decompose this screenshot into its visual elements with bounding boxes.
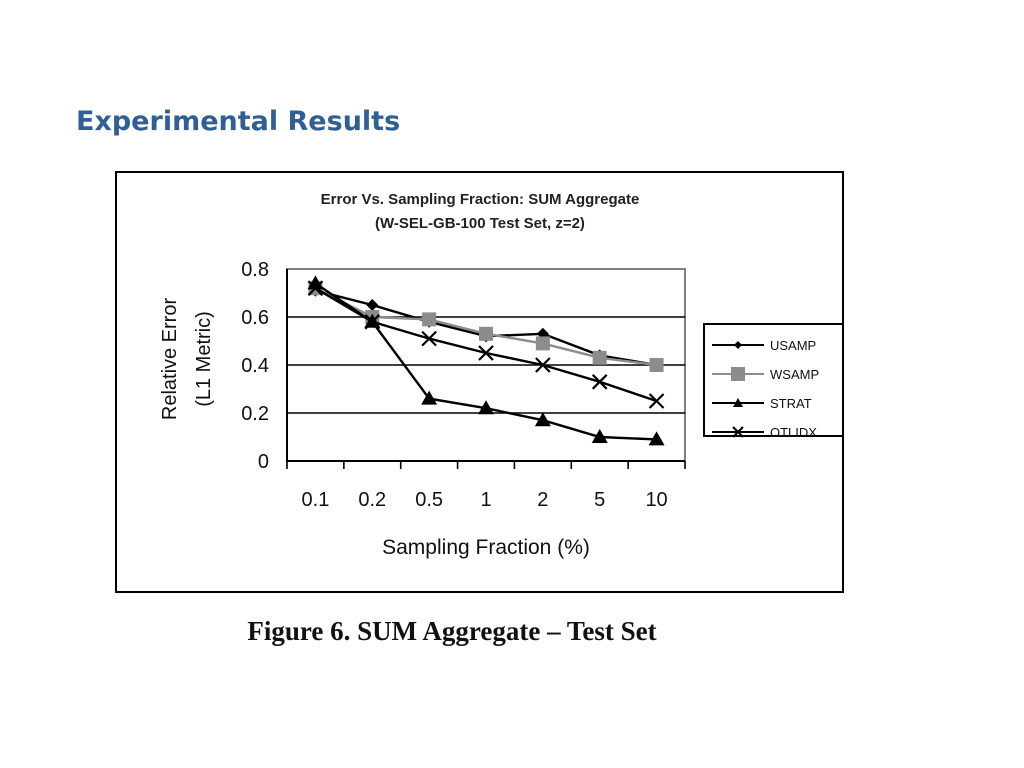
- data-point-strat: [534, 412, 551, 427]
- x-tick-label: 1: [480, 489, 491, 511]
- x-tick-label: 5: [594, 489, 605, 511]
- x-tick-label: 10: [645, 489, 667, 511]
- x-marker-stroke: [732, 426, 744, 438]
- chart-title: Error Vs. Sampling Fraction: SUM Aggrega…: [321, 191, 640, 208]
- data-point-otlidx: [648, 393, 665, 409]
- y-tick-label: 0.6: [241, 307, 269, 329]
- legend-box: [703, 323, 842, 437]
- chart: Error Vs. Sampling Fraction: SUM Aggrega…: [159, 191, 842, 559]
- y-tick-label: 0.4: [241, 355, 269, 377]
- data-point-otlidx: [307, 280, 324, 296]
- x-marker-stroke: [591, 374, 608, 390]
- data-point-wsamp: [479, 326, 493, 341]
- data-point-usamp: [366, 299, 379, 311]
- data-point-otlidx: [478, 345, 494, 361]
- legend-label-usamp: USAMP: [770, 338, 816, 353]
- x-tick-label: 0.2: [358, 489, 386, 511]
- data-point-strat: [478, 400, 494, 415]
- data-point-otlidx: [421, 330, 437, 347]
- x-tick-label: 0.1: [302, 489, 330, 511]
- y-tick-label: 0.2: [241, 403, 269, 425]
- x-marker-stroke: [478, 345, 494, 361]
- x-marker-stroke: [535, 357, 551, 373]
- legend-label-otlidx: OTLIDX: [770, 425, 817, 440]
- y-tick-label: 0: [258, 451, 269, 473]
- x-tick-label: 2: [537, 489, 548, 511]
- legend: USAMP WSAMP STRAT OTLIDX: [703, 323, 842, 440]
- slide-title: Experimental Results: [76, 106, 401, 137]
- legend-marker-strat: [733, 398, 743, 407]
- data-point-strat: [648, 431, 665, 446]
- legend-marker-wsamp: [731, 367, 745, 381]
- legend-label-wsamp: WSAMP: [770, 367, 819, 382]
- plot-area: 0 0.2 0.4 0.6 0.8 0.1 0.2 0.5 1 2 5 10: [241, 259, 686, 511]
- x-marker-stroke: [364, 314, 381, 330]
- data-point-otlidx: [535, 357, 551, 373]
- data-point-strat: [591, 429, 608, 443]
- x-marker-stroke: [421, 330, 437, 347]
- y-tick-label: 0.8: [241, 259, 269, 281]
- data-point-otlidx: [591, 374, 608, 390]
- data-point-wsamp: [649, 358, 664, 372]
- data-point-wsamp: [535, 336, 550, 351]
- data-point-strat: [421, 390, 438, 405]
- x-marker-stroke: [648, 393, 665, 409]
- legend-label-strat: STRAT: [770, 396, 812, 411]
- x-marker-stroke: [307, 280, 324, 296]
- figure-caption: Figure 6. SUM Aggregate – Test Set: [247, 616, 657, 646]
- y-axis-label-unit: (L1 Metric): [193, 311, 215, 407]
- data-point-wsamp: [422, 312, 437, 327]
- chart-subtitle: (W-SEL-GB-100 Test Set, z=2): [375, 215, 585, 232]
- legend-marker-otlidx: [732, 426, 744, 438]
- x-tick-label: 0.5: [415, 489, 443, 511]
- data-point-strat: [307, 275, 324, 290]
- y-axis-label: Relative Error: [159, 298, 181, 421]
- x-axis-label: Sampling Fraction (%): [382, 536, 590, 559]
- data-point-wsamp: [592, 350, 607, 365]
- figure-frame: Error Vs. Sampling Fraction: SUM Aggrega…: [115, 171, 844, 593]
- legend-marker-usamp: [734, 341, 742, 349]
- data-point-otlidx: [364, 314, 381, 330]
